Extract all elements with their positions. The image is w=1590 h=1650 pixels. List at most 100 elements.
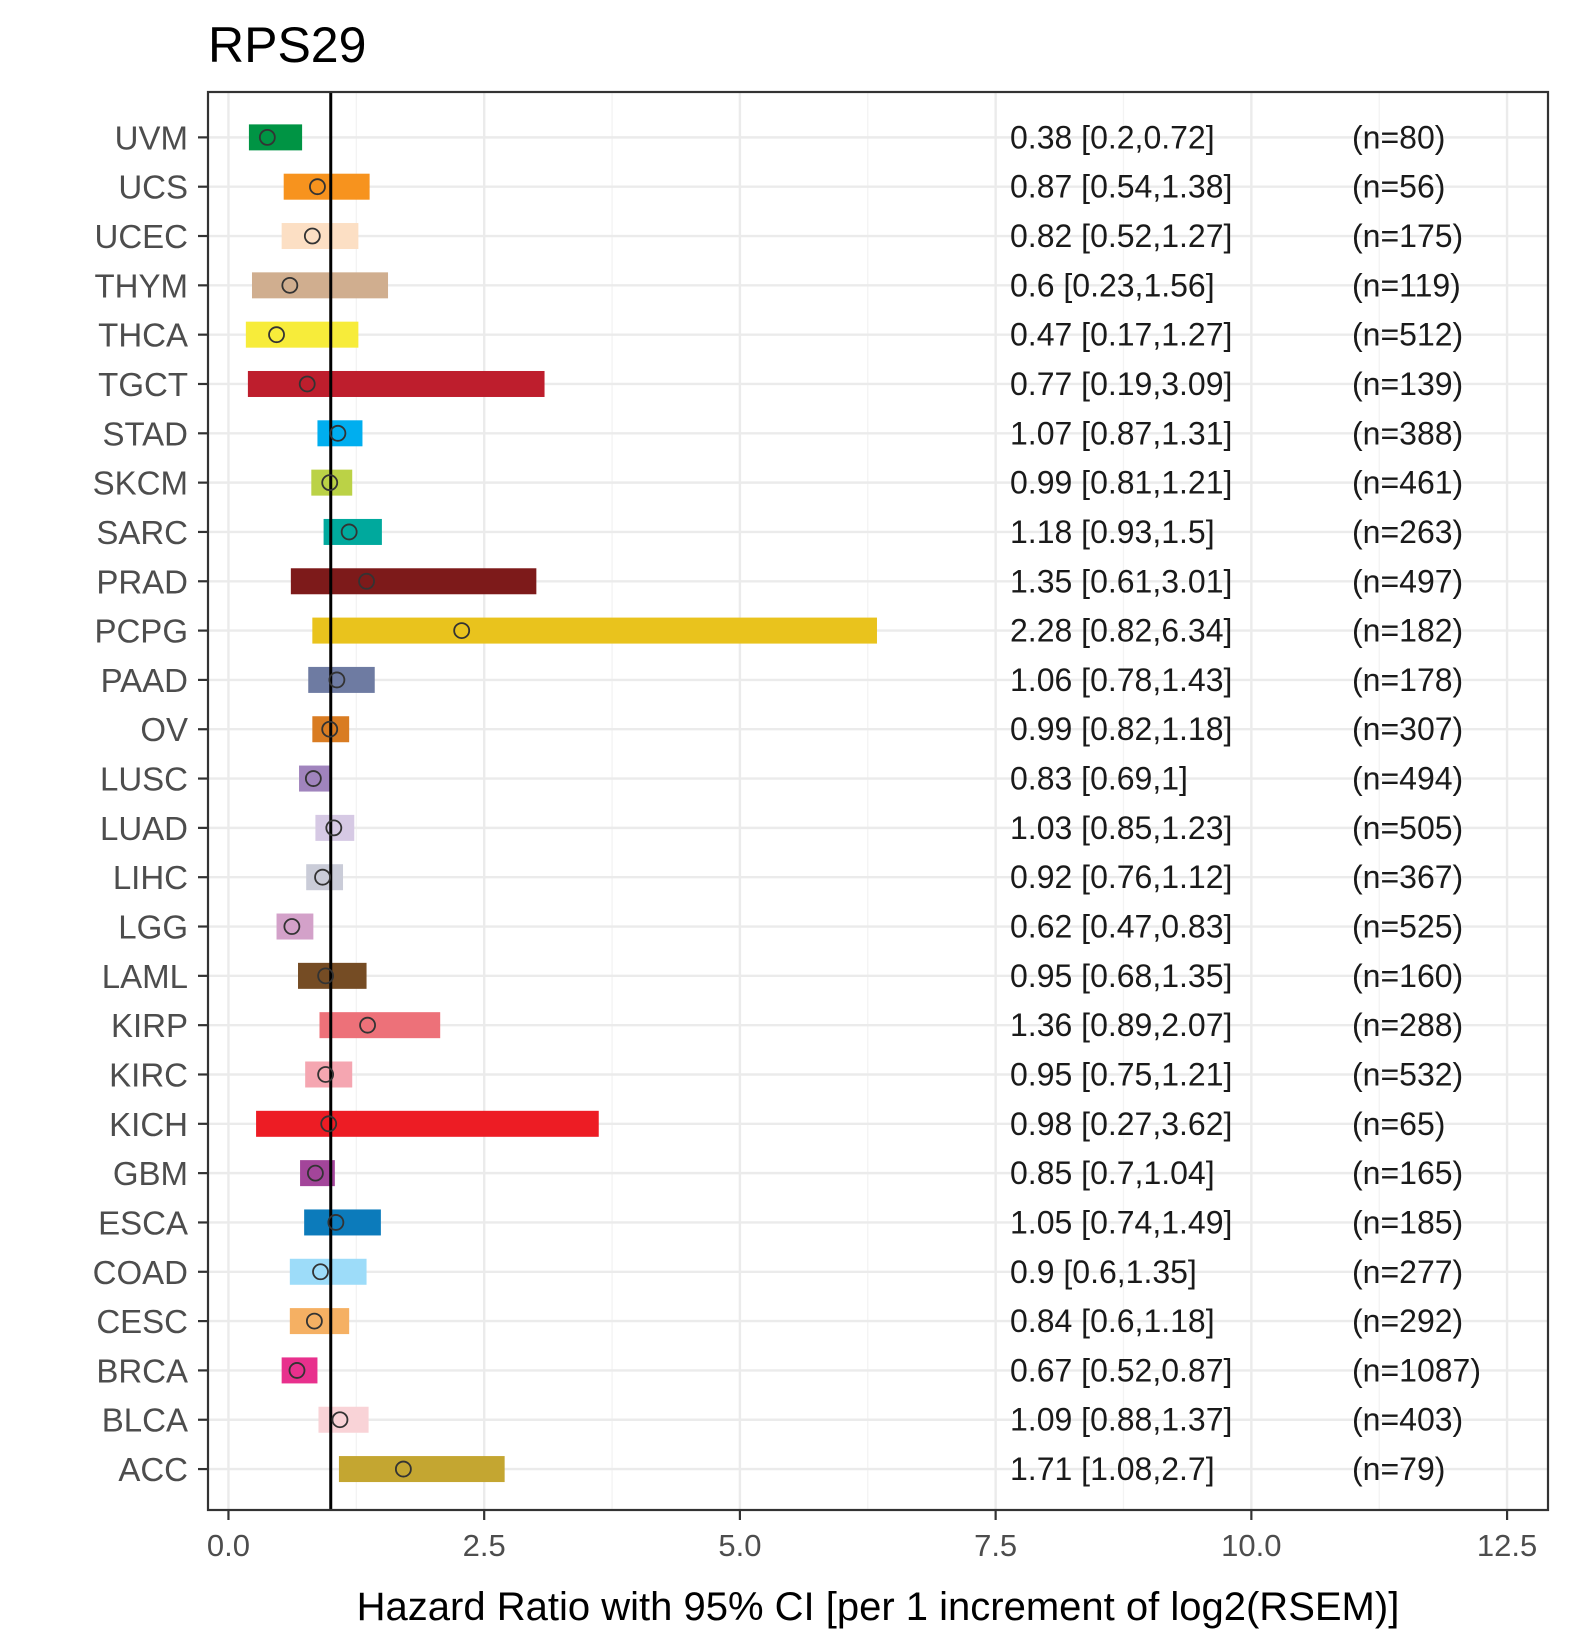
ci-text-tgct: 0.77 [0.19,3.09] [1010, 366, 1232, 402]
y-tick-label-kich: KICH [109, 1106, 188, 1143]
ci-bar-lgg [276, 913, 314, 940]
n-text-tgct: (n=139) [1352, 366, 1463, 402]
hr-point-thym [281, 276, 299, 294]
hr-point-thca [268, 326, 285, 344]
y-tick-label-blca: BLCA [102, 1402, 188, 1439]
hr-point-luad [325, 819, 343, 837]
n-text-lihc: (n=367) [1352, 859, 1463, 895]
hr-point-uvm [258, 128, 276, 146]
hr-point-kirp [359, 1016, 376, 1034]
x-tick-label: 2.5 [463, 1528, 506, 1563]
x-tick-label: 0.0 [207, 1528, 250, 1563]
y-tick-label-pcpg: PCPG [94, 613, 188, 650]
n-text-kich: (n=65) [1352, 1106, 1445, 1142]
n-text-coad: (n=277) [1352, 1254, 1463, 1290]
ci-text-brca: 0.67 [0.52,0.87] [1010, 1352, 1232, 1388]
y-tick-label-paad: PAAD [101, 662, 188, 699]
n-text-laml: (n=160) [1352, 958, 1463, 994]
x-tick-label: 7.5 [974, 1528, 1017, 1563]
ci-text-ov: 0.99 [0.82,1.18] [1010, 711, 1232, 747]
hr-point-ucs [309, 178, 326, 196]
y-tick-label-lusc: LUSC [100, 761, 188, 798]
y-tick-label-gbm: GBM [113, 1155, 188, 1192]
ci-text-ucec: 0.82 [0.52,1.27] [1010, 218, 1232, 254]
y-tick-label-lihc: LIHC [113, 859, 188, 896]
x-tick-label: 5.0 [718, 1528, 761, 1563]
ci-text-lihc: 0.92 [0.76,1.12] [1010, 859, 1232, 895]
ci-text-luad: 1.03 [0.85,1.23] [1010, 810, 1232, 846]
ci-bar-blca [318, 1406, 369, 1433]
n-text-skcm: (n=461) [1352, 465, 1463, 501]
hr-point-stad [329, 424, 347, 442]
y-tick-label-ov: OV [140, 711, 188, 748]
hr-point-ov [321, 720, 339, 738]
n-text-ov: (n=307) [1352, 711, 1463, 747]
ci-text-cesc: 0.84 [0.6,1.18] [1010, 1303, 1215, 1339]
ci-text-acc: 1.71 [1.08,2.7] [1010, 1451, 1215, 1487]
y-tick-label-coad: COAD [93, 1254, 188, 1291]
ci-text-thym: 0.6 [0.23,1.56] [1010, 267, 1215, 303]
ci-bar-kich [256, 1110, 599, 1137]
n-text-uvm: (n=80) [1352, 119, 1445, 155]
y-tick-label-sarc: SARC [96, 514, 188, 551]
ci-bar-sarc [323, 518, 382, 545]
ci-text-uvm: 0.38 [0.2,0.72] [1010, 119, 1215, 155]
y-tick-label-ucs: UCS [118, 169, 188, 206]
ci-text-ucs: 0.87 [0.54,1.38] [1010, 169, 1232, 205]
n-text-thym: (n=119) [1352, 267, 1461, 303]
n-text-ucec: (n=175) [1352, 218, 1463, 254]
ci-bars [245, 124, 877, 1483]
ci-text-sarc: 1.18 [0.93,1.5] [1010, 514, 1215, 550]
y-tick-label-kirp: KIRP [111, 1007, 188, 1044]
hr-point-gbm [307, 1164, 324, 1182]
n-text-luad: (n=505) [1352, 810, 1463, 846]
y-axis: UVM UCS UCEC THYM THCA TGCT STAD SKCM SARC PRAD PC… [93, 119, 208, 1488]
n-text-lusc: (n=494) [1352, 761, 1463, 797]
y-tick-label-kirc: KIRC [109, 1056, 188, 1093]
hr-point-lgg [283, 918, 301, 935]
y-tick-label-ucec: UCEC [94, 218, 188, 255]
hr-point-acc [394, 1460, 412, 1478]
n-text-prad: (n=497) [1352, 563, 1463, 599]
ci-bar-acc [338, 1456, 505, 1483]
ci-text-kich: 0.98 [0.27,3.62] [1010, 1106, 1232, 1142]
y-tick-label-stad: STAD [102, 415, 188, 452]
ci-bar-brca [281, 1357, 318, 1384]
ci-bar-tgct [247, 370, 545, 397]
x-axis: 0.0 2.5 5.0 7.5 10.0 12.5 [207, 1510, 1537, 1563]
ci-text-thca: 0.47 [0.17,1.27] [1010, 317, 1232, 353]
hr-point-ucec [303, 227, 321, 245]
ci-bar-thca [245, 321, 359, 348]
y-tick-label-acc: ACC [118, 1451, 188, 1488]
ci-text-skcm: 0.99 [0.81,1.21] [1010, 465, 1232, 501]
n-text-sarc: (n=263) [1352, 514, 1463, 550]
ci-bar-gbm [300, 1160, 335, 1187]
ci-text-prad: 1.35 [0.61,3.01] [1010, 563, 1232, 599]
ci-bar-kirc [305, 1061, 353, 1088]
y-tick-label-skcm: SKCM [93, 465, 188, 502]
n-text-paad: (n=178) [1352, 662, 1463, 698]
x-tick-label: 10.0 [1221, 1528, 1281, 1563]
ci-text-coad: 0.9 [0.6,1.35] [1010, 1254, 1197, 1290]
ci-bar-lusc [299, 765, 331, 792]
ci-bar-cesc [289, 1308, 350, 1335]
y-tick-label-tgct: TGCT [98, 366, 188, 403]
ci-text-esca: 1.05 [0.74,1.49] [1010, 1204, 1232, 1240]
n-text-thca: (n=512) [1352, 317, 1463, 353]
x-tick-label: 12.5 [1477, 1528, 1537, 1563]
hr-point-paad [328, 671, 346, 689]
n-text-blca: (n=403) [1352, 1402, 1463, 1438]
n-text-kirc: (n=532) [1352, 1056, 1463, 1092]
n-text-lgg: (n=525) [1352, 909, 1463, 945]
ci-bar-paad [308, 666, 375, 693]
y-tick-label-prad: PRAD [96, 563, 188, 600]
y-tick-label-laml: LAML [102, 958, 188, 995]
plot-panel [208, 92, 1548, 1510]
ci-text-laml: 0.95 [0.68,1.35] [1010, 958, 1232, 994]
hr-point-esca [327, 1214, 345, 1231]
ci-bar-pcpg [312, 617, 877, 644]
n-text-acc: (n=79) [1352, 1451, 1445, 1487]
ci-text-kirp: 1.36 [0.89,2.07] [1010, 1007, 1232, 1043]
ci-bar-thym [251, 272, 389, 299]
hr-point-prad [358, 572, 375, 590]
